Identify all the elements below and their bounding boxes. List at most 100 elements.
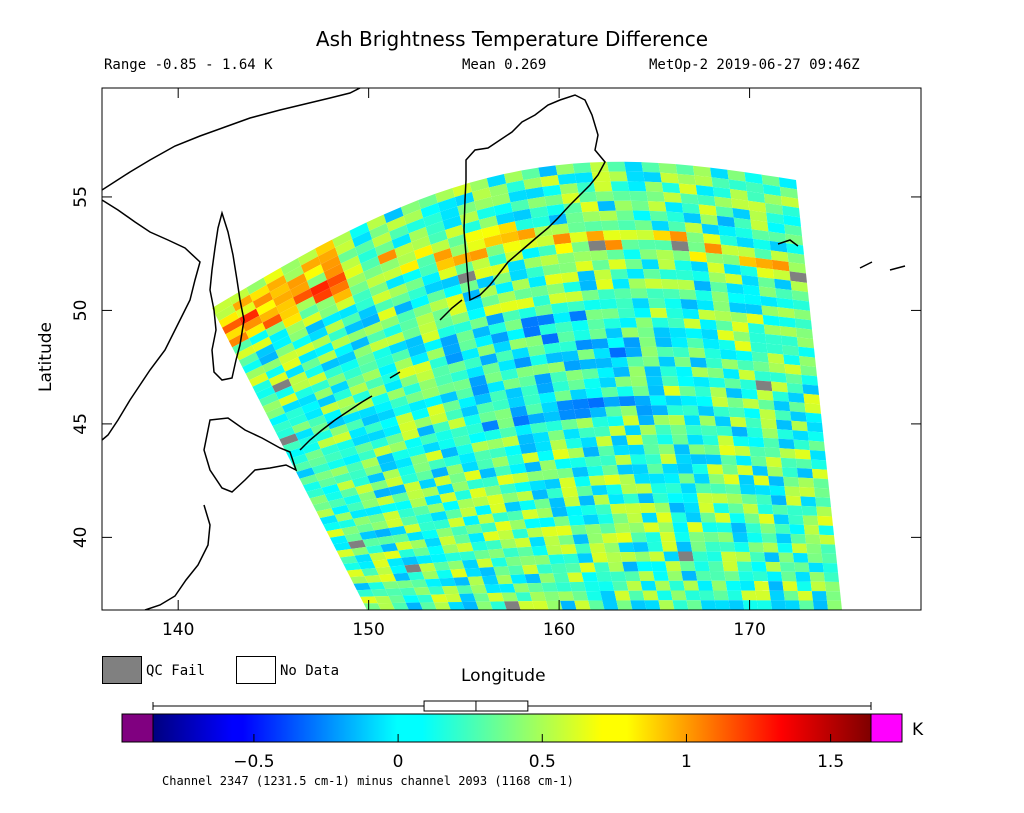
swath-cell-qc-fail <box>347 539 366 549</box>
swath-cell <box>375 566 394 575</box>
swath-cell <box>496 574 513 585</box>
swath-cell <box>523 394 541 406</box>
swath-cell-qc-fail <box>272 378 292 393</box>
swath-cell <box>498 221 518 235</box>
swath-cell-qc-fail <box>457 270 477 285</box>
swath-cell <box>361 456 380 469</box>
swath-cell <box>439 577 457 587</box>
swath-cell <box>329 423 349 437</box>
swath-cell <box>489 503 507 514</box>
swath-cell <box>608 259 627 270</box>
swath-cell <box>739 484 756 495</box>
swath-cell <box>769 485 786 496</box>
swath-cell <box>418 320 438 335</box>
swath-cell <box>589 543 606 554</box>
swath-cell <box>584 456 602 467</box>
swath-cell <box>285 406 305 420</box>
swath-cell <box>399 317 419 332</box>
swath-cell <box>265 406 286 420</box>
swath-cell <box>248 329 269 346</box>
swath-cell <box>466 478 485 490</box>
swath-cell <box>349 382 369 396</box>
swath-cell <box>543 410 561 423</box>
swath-cell <box>263 267 284 285</box>
swath-cell <box>468 431 487 444</box>
swath-cell <box>715 206 734 218</box>
swath-cell <box>442 500 460 512</box>
swath-cell <box>730 311 748 323</box>
swath-cell <box>383 323 403 338</box>
swath-cell <box>642 356 660 367</box>
swath-cell <box>629 454 647 465</box>
swath-cell <box>374 400 393 414</box>
swath-cell <box>388 484 407 496</box>
swath-cell <box>252 292 274 309</box>
swath-cell <box>512 583 530 593</box>
swath-cell <box>603 542 621 553</box>
swath-cell <box>266 275 287 293</box>
swath-cell <box>577 270 596 282</box>
swath-cell <box>388 525 407 536</box>
swath-cell <box>429 298 449 313</box>
swath-cell-qc-fail <box>504 601 521 610</box>
swath-cell <box>341 311 362 328</box>
swath-cell <box>272 335 292 351</box>
swath-cell <box>732 436 750 447</box>
swath-cell <box>584 524 602 535</box>
swath-cell <box>669 230 688 242</box>
swath-cell <box>497 290 517 304</box>
swath-cell <box>685 425 703 436</box>
swath-cell <box>587 397 605 409</box>
swath-cell <box>416 424 436 437</box>
swath-cell <box>738 255 757 268</box>
swath-cell <box>601 465 619 476</box>
swath-cell <box>483 234 503 248</box>
swath-cell <box>373 444 392 457</box>
swath-cell <box>392 403 412 417</box>
swath-cell <box>661 182 681 194</box>
swath-cell <box>426 289 446 304</box>
swath-cell <box>723 474 740 485</box>
swath-cell <box>704 541 721 552</box>
swath-cell <box>811 468 828 480</box>
swath-cell <box>490 557 508 568</box>
swath-cell <box>773 514 790 525</box>
swath-cell <box>518 306 537 319</box>
swath-cell <box>765 456 782 468</box>
swath-cell <box>377 535 396 545</box>
swath-cell <box>537 450 555 462</box>
swath-cell <box>333 431 352 444</box>
swath-cell <box>708 473 725 485</box>
swath-cell <box>619 317 638 328</box>
swath-cell <box>547 429 566 441</box>
swath-cell <box>742 398 760 410</box>
swath-cell <box>634 551 651 562</box>
swath-cell <box>428 458 447 470</box>
swath-cell <box>806 543 822 554</box>
swath-cell <box>499 538 517 549</box>
swath-cell <box>560 600 577 610</box>
swath-cell <box>394 300 414 316</box>
swath-cell <box>349 280 370 296</box>
swath-cell <box>603 474 621 485</box>
swath-cell <box>532 294 551 307</box>
swath-cell <box>518 601 535 610</box>
swath-cell <box>394 499 413 511</box>
swath-cell <box>635 405 653 416</box>
swath-cell <box>453 320 473 334</box>
swath-cell <box>736 561 753 572</box>
swath-cell <box>473 593 490 602</box>
swath-cell <box>704 243 723 255</box>
coastline-hokkaido <box>203 417 298 493</box>
swath-cell <box>370 479 389 491</box>
swath-cell <box>544 273 563 286</box>
swath-cell <box>782 205 800 218</box>
swath-cell <box>394 456 413 469</box>
x-axis-ticks: 140 150 160 170 <box>162 88 766 640</box>
swath-cell <box>350 576 368 584</box>
swath-cell <box>378 362 398 377</box>
swath-cell <box>409 497 428 508</box>
swath-cell <box>644 366 662 377</box>
swath-cell <box>276 426 296 440</box>
swath-cell <box>796 581 812 592</box>
